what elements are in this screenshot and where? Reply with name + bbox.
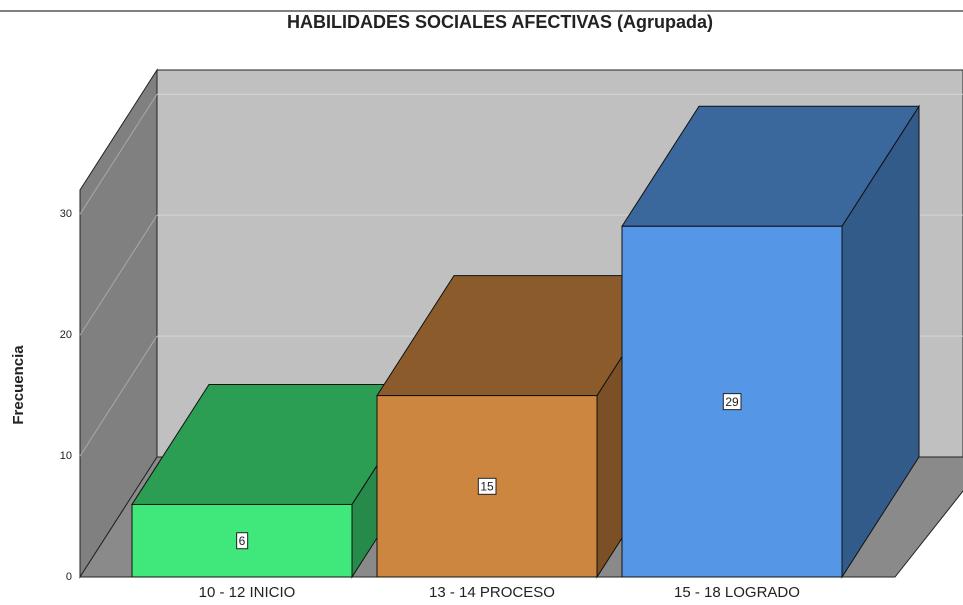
- chart-title: HABILIDADES SOCIALES AFECTIVAS (Agrupada…: [287, 12, 713, 32]
- value-label: 15: [480, 479, 494, 493]
- y-tick-label: 30: [60, 208, 72, 220]
- y-axis-label: Frecuencia: [10, 345, 27, 425]
- value-label-box: [236, 532, 249, 550]
- value-label-box: [722, 393, 742, 411]
- grid-line: [79, 93, 158, 215]
- grid-line: [79, 335, 158, 457]
- value-label: 6: [239, 534, 246, 548]
- x-tick-label: 13 - 14 PROCESO: [429, 584, 555, 601]
- value-label-box: [477, 477, 497, 495]
- x-tick-label: 10 - 12 INICIO: [199, 584, 296, 601]
- y-tick-label: 0: [66, 571, 72, 583]
- y-tick-label: 10: [60, 450, 72, 462]
- grid-line: [79, 214, 158, 336]
- y-tick-label: 20: [60, 329, 72, 341]
- value-label: 29: [725, 395, 739, 409]
- x-tick-label: 15 - 18 LOGRADO: [674, 584, 800, 601]
